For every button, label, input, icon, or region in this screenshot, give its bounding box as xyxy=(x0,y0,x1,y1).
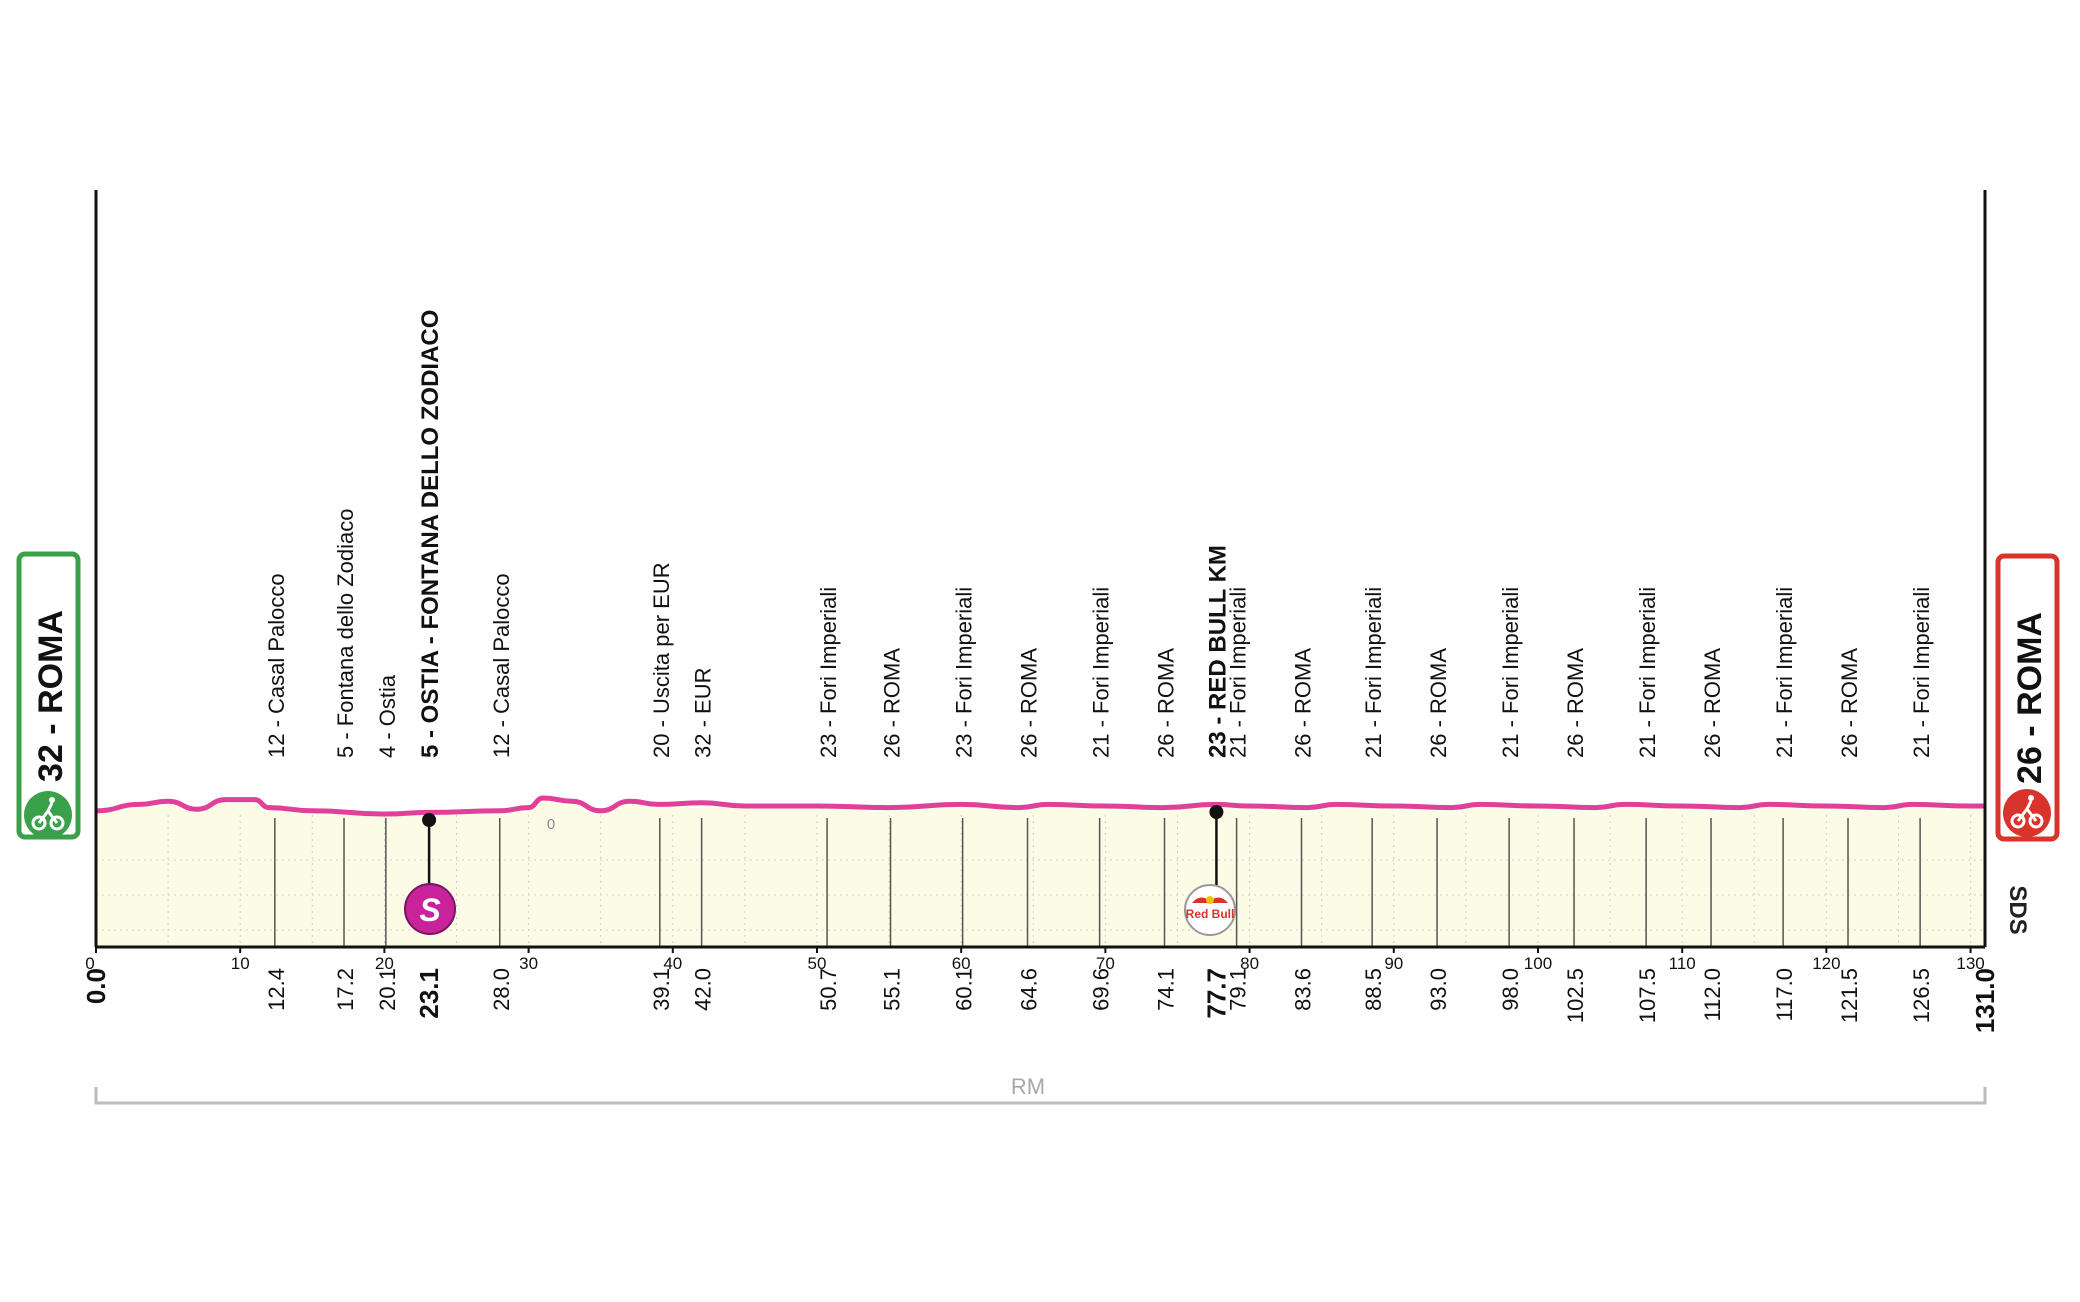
waypoint-label: 21 - Fori Imperiali xyxy=(1909,587,1934,758)
waypoint-label: 26 - ROMA xyxy=(1837,648,1862,758)
waypoint-label: 23 - Fori Imperiali xyxy=(816,587,841,758)
profile-fill-layer xyxy=(96,798,1985,947)
waypoint-label: 23 - RED BULL KM xyxy=(1204,545,1231,758)
waypoint-km-label: 83.6 xyxy=(1290,968,1315,1011)
waypoint-km-label: 64.6 xyxy=(1017,968,1042,1011)
waypoint-km-label: 107.5 xyxy=(1635,968,1660,1023)
waypoint-km-label: 28.0 xyxy=(489,968,514,1011)
waypoint-km-label: 50.7 xyxy=(816,968,841,1011)
route-region-bar: RM xyxy=(94,1074,1987,1105)
waypoint-labels-layer: 12 - Casal Palocco 5 - Fontana dello Zodi… xyxy=(264,310,1934,758)
waypoint-label: 21 - Fori Imperiali xyxy=(1361,587,1386,758)
start-badge: 32 - ROMA xyxy=(16,551,81,840)
x-tick-label: 30 xyxy=(519,954,538,973)
sprint-badge-text: S xyxy=(419,892,441,928)
waypoint-km-label: 98.0 xyxy=(1498,968,1523,1011)
red-bull-badge-text: Red Bull xyxy=(1186,907,1235,921)
x-tick-label: 80 xyxy=(1240,954,1259,973)
waypoint-km-label: 39.1 xyxy=(649,968,674,1011)
waypoint-km-label: 121.5 xyxy=(1837,968,1862,1023)
waypoint-km-label: 0.0 xyxy=(81,968,111,1004)
start-badge-text: 32 - ROMA xyxy=(32,610,70,782)
waypoint-km-label: 60.1 xyxy=(952,968,977,1011)
waypoint-km-label: 23.1 xyxy=(414,968,444,1019)
zero-elevation-mark: 0 xyxy=(547,816,555,833)
red-bull-logo: Red Bull xyxy=(1184,884,1236,936)
waypoint-km-label: 126.5 xyxy=(1909,968,1934,1023)
x-tick-label: 40 xyxy=(663,954,682,973)
km-labels-layer: 0.0 12.4 17.2 20.1 23.1 28.0 39.1 42.0 50.7 55.1 6… xyxy=(81,968,2000,1033)
waypoint-km-label: 55.1 xyxy=(880,968,905,1011)
waypoint-label: 5 - Fontana dello Zodiaco xyxy=(333,509,358,759)
sprint-icon: S xyxy=(404,883,456,935)
green-cyclist-icon xyxy=(24,791,72,839)
grid-layer xyxy=(96,815,1985,947)
waypoint-km-label: 20.1 xyxy=(375,968,400,1011)
waypoint-label: 5 - OSTIA - FONTANA DELLO ZODIACO xyxy=(417,310,444,758)
waypoint-km-label: 74.1 xyxy=(1154,968,1179,1011)
waypoint-km-label: 77.7 xyxy=(1201,968,1231,1019)
x-tick-label: 10 xyxy=(231,954,250,973)
waypoint-km-label: 117.0 xyxy=(1772,968,1797,1021)
waypoint-label: 23 - Fori Imperiali xyxy=(952,587,977,758)
red-cyclist-icon xyxy=(2003,789,2051,837)
waypoint-km-label: 79.1 xyxy=(1226,968,1251,1011)
region-label: RM xyxy=(1011,1074,1045,1099)
waypoint-label: 21 - Fori Imperiali xyxy=(1226,587,1251,758)
waypoint-label: 26 - ROMA xyxy=(880,648,905,758)
sds-logo-text: SDS xyxy=(2004,885,2031,934)
x-tick-label: 100 xyxy=(1524,954,1552,973)
x-tick-label: 110 xyxy=(1669,954,1696,973)
waypoint-label: 32 - EUR xyxy=(691,668,716,758)
waypoint-label: 21 - Fori Imperiali xyxy=(1089,587,1114,758)
waypoint-label: 26 - ROMA xyxy=(1017,648,1042,758)
waypoint-label: 21 - Fori Imperiali xyxy=(1772,587,1797,758)
x-tick-label: 70 xyxy=(1096,954,1115,973)
waypoint-label: 20 - Uscita per EUR xyxy=(649,562,674,758)
waypoint-label: 21 - Fori Imperiali xyxy=(1498,587,1523,758)
waypoint-km-label: 88.5 xyxy=(1361,968,1386,1011)
x-tick-label: 120 xyxy=(1812,954,1840,973)
waypoint-lines-layer xyxy=(274,818,1921,947)
finish-badge-text: 26 - ROMA xyxy=(2011,612,2049,784)
finish-badge: 26 - ROMA xyxy=(1995,553,2060,842)
x-tick-label: 50 xyxy=(808,954,827,973)
waypoint-km-label: 12.4 xyxy=(264,968,289,1011)
waypoint-label: 12 - Casal Palocco xyxy=(264,573,289,758)
waypoint-km-label: 17.2 xyxy=(333,968,358,1011)
waypoint-label: 26 - ROMA xyxy=(1426,648,1451,758)
waypoint-label: 26 - ROMA xyxy=(1700,648,1725,758)
waypoint-km-label: 42.0 xyxy=(691,968,716,1011)
waypoint-label: 21 - Fori Imperiali xyxy=(1635,587,1660,758)
waypoint-label: 4 - Ostia xyxy=(375,674,400,758)
waypoint-km-label: 131.0 xyxy=(1970,968,2000,1033)
x-tick-label: 130 xyxy=(1956,954,1984,973)
waypoint-km-label: 102.5 xyxy=(1563,968,1588,1023)
x-tick-label: 0 xyxy=(85,954,94,973)
waypoint-label: 26 - ROMA xyxy=(1290,648,1315,758)
red-bull-marker-dot xyxy=(1209,805,1224,819)
profile-area xyxy=(96,798,1985,947)
waypoint-km-label: 112.0 xyxy=(1700,968,1725,1021)
waypoint-label: 26 - ROMA xyxy=(1563,648,1588,758)
x-tick-label: 90 xyxy=(1384,954,1403,973)
waypoint-label: 12 - Casal Palocco xyxy=(489,573,514,758)
axis-layer: 0 10 20 30 40 50 60 70 80 90 100 110 120 130 xyxy=(85,190,1987,973)
waypoint-label: 26 - ROMA xyxy=(1154,648,1179,758)
sprint-marker-dot xyxy=(422,813,437,827)
x-tick-label: 60 xyxy=(952,954,971,973)
x-tick-label: 20 xyxy=(375,954,394,973)
profile-line xyxy=(95,795,1985,817)
waypoint-km-label: 93.0 xyxy=(1426,968,1451,1011)
profile-line-layer xyxy=(95,795,1985,827)
waypoint-km-label: 69.6 xyxy=(1089,968,1114,1011)
